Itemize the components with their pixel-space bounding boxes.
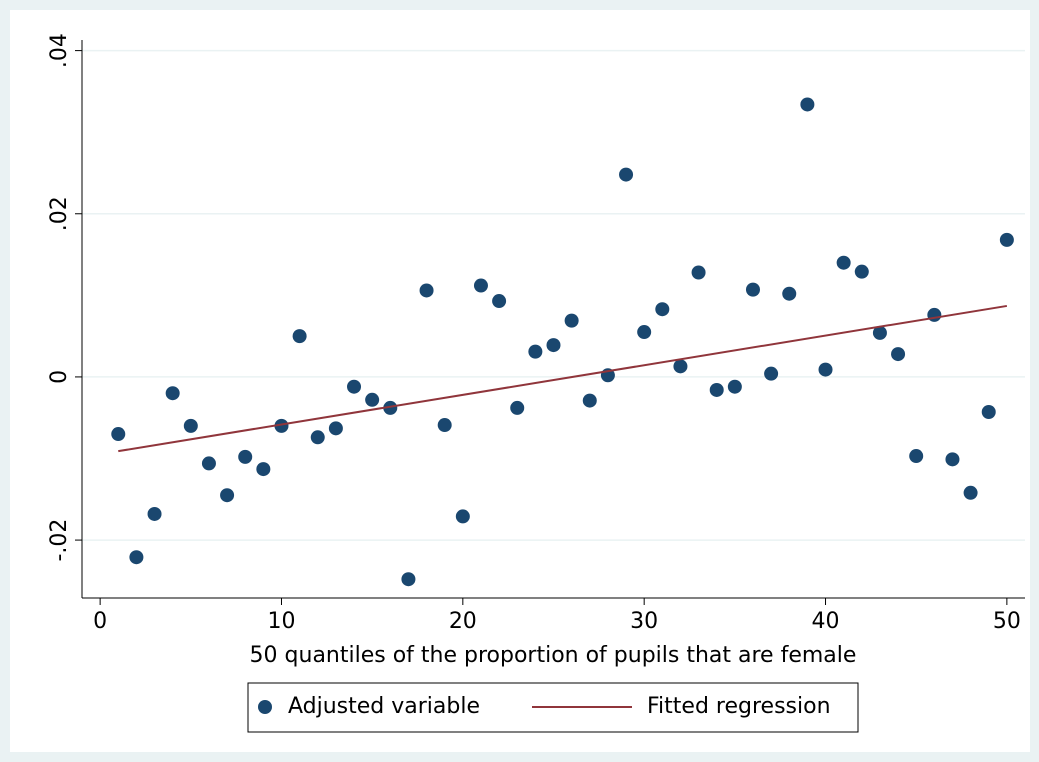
point (745, 282, 760, 297)
point (764, 366, 779, 381)
point (347, 379, 362, 394)
x-tick-label: 10 (267, 609, 295, 634)
point (274, 418, 289, 433)
point (455, 509, 470, 524)
point (709, 382, 724, 397)
point (909, 449, 924, 464)
point (492, 294, 507, 309)
point (256, 462, 271, 477)
point (328, 421, 343, 436)
point (401, 572, 416, 587)
x-tick-label: 20 (449, 609, 477, 634)
point (619, 167, 634, 182)
point (546, 338, 561, 353)
point (292, 329, 307, 344)
x-tick-label: 0 (93, 609, 107, 634)
point (220, 488, 235, 503)
point (782, 286, 797, 301)
point (963, 485, 978, 500)
point (310, 430, 325, 445)
y-tick-label: 0 (47, 370, 72, 384)
x-tick-label: 40 (812, 609, 840, 634)
point (111, 427, 126, 442)
point (637, 325, 652, 340)
point (510, 400, 525, 415)
point (836, 255, 851, 270)
point (691, 265, 706, 280)
legend-key (258, 700, 272, 714)
point (419, 283, 434, 298)
y-tick-label: .02 (47, 196, 72, 231)
point (183, 418, 198, 433)
point (383, 400, 398, 415)
point (437, 418, 452, 433)
x-tick-label: 30 (630, 609, 658, 634)
point (673, 359, 688, 374)
point (927, 307, 942, 322)
point (727, 379, 742, 394)
legend-label: Fitted regression (647, 694, 831, 719)
point (872, 325, 887, 340)
point (999, 232, 1014, 247)
point (564, 313, 579, 328)
point (891, 347, 906, 362)
point (945, 452, 960, 467)
point (473, 278, 488, 293)
point (981, 405, 996, 419)
point (201, 456, 216, 471)
point (165, 386, 180, 401)
y-tick-label: .04 (47, 33, 72, 68)
legend-label: Adjusted variable (288, 694, 480, 719)
point (800, 97, 815, 112)
point (582, 393, 597, 408)
point (147, 506, 162, 521)
point (129, 550, 144, 565)
point (528, 344, 543, 359)
point (365, 392, 380, 407)
x-tick-label: 50 (993, 609, 1021, 634)
graph-region (10, 10, 1030, 752)
point (655, 302, 670, 317)
point (238, 449, 253, 464)
x-axis-title: 50 quantiles of the proportion of pupils… (250, 643, 857, 668)
point (854, 264, 869, 279)
fitted-line (118, 304, 1008, 453)
point (818, 362, 833, 377)
y-tick-label: -.02 (47, 519, 72, 562)
